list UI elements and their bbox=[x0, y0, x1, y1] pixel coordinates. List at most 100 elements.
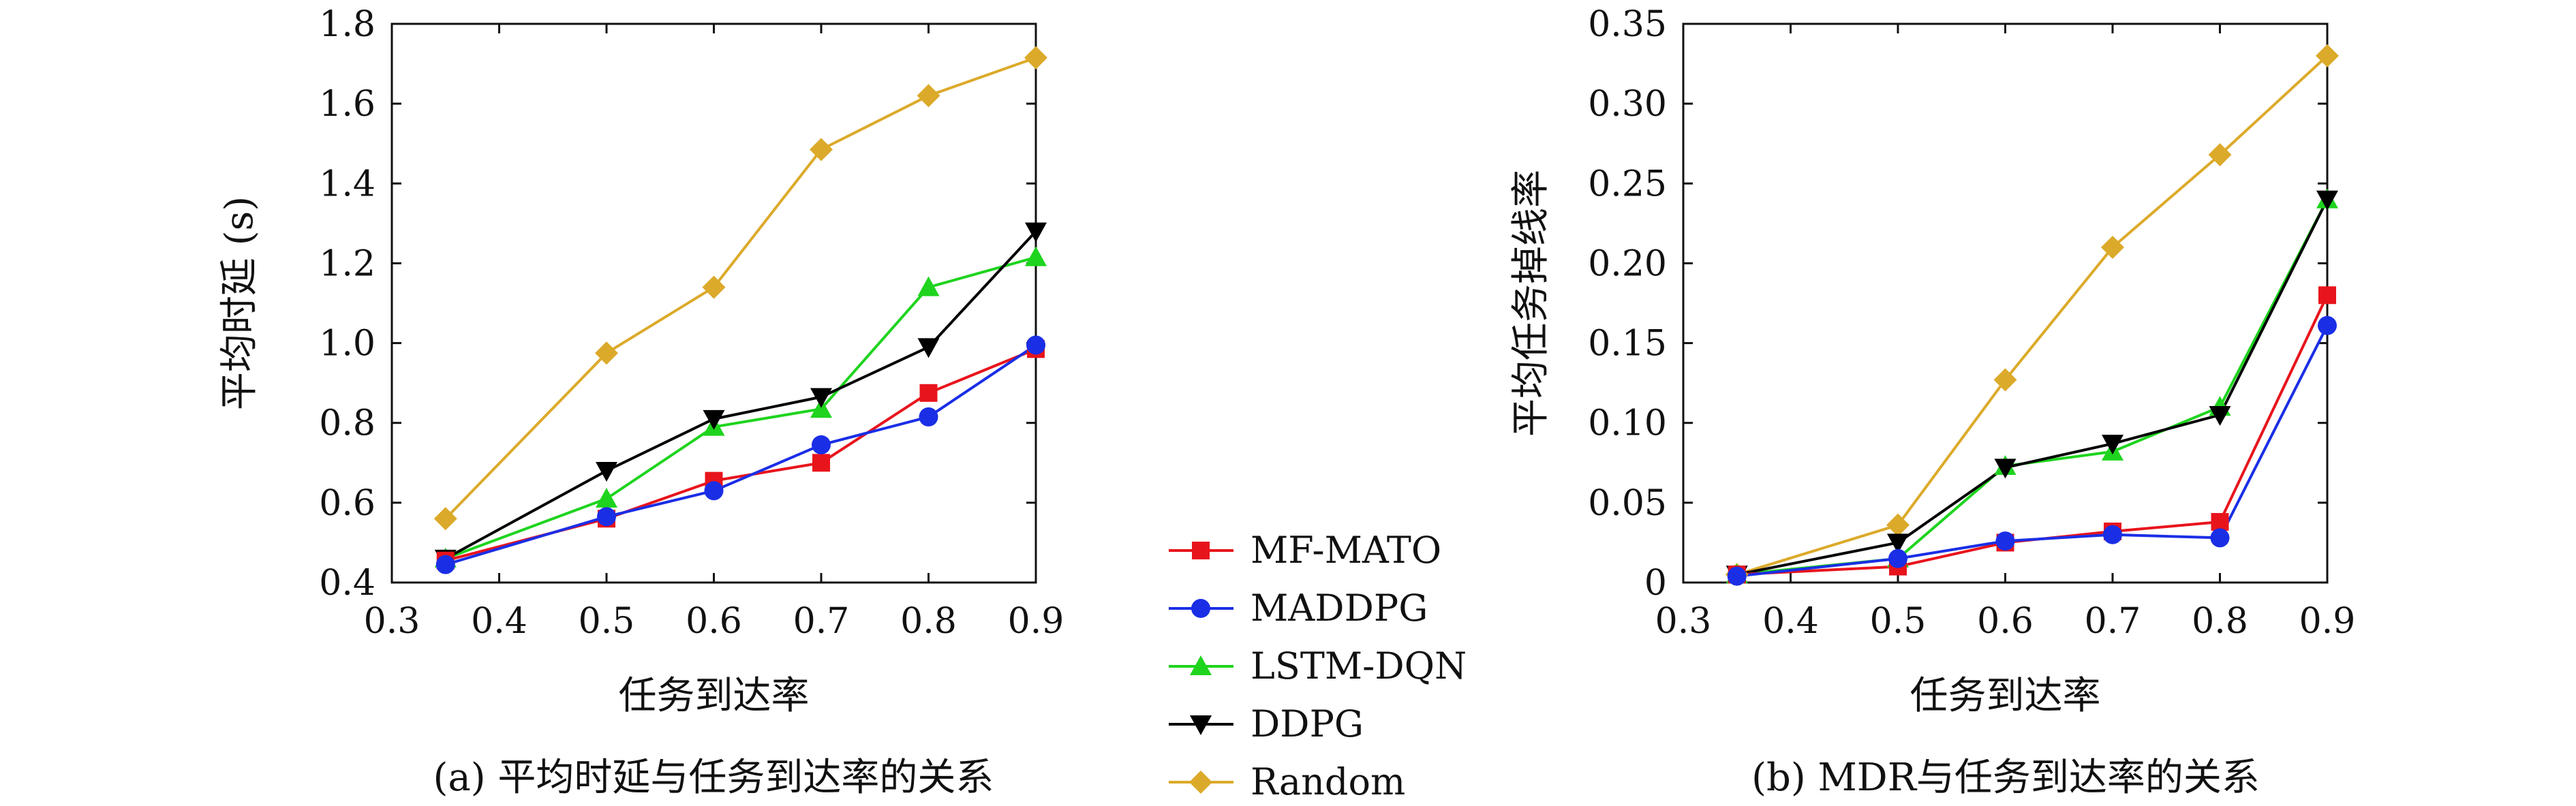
data-point-lstm-dqn bbox=[596, 488, 617, 508]
data-point-maddpg bbox=[1026, 335, 1045, 355]
x-tick-label: 0.4 bbox=[471, 601, 527, 642]
x-tick-label: 0.7 bbox=[793, 601, 850, 642]
x-tick-label: 0.5 bbox=[579, 601, 635, 642]
data-point-maddpg bbox=[435, 555, 455, 574]
data-point-ddpg bbox=[2209, 406, 2231, 426]
y-tick-label: 0.6 bbox=[319, 483, 375, 524]
x-tick-label: 0.6 bbox=[1977, 601, 2034, 642]
data-point-maddpg bbox=[2210, 528, 2230, 548]
x-tick-label: 0.7 bbox=[2085, 601, 2141, 642]
data-point-random bbox=[917, 84, 940, 108]
data-point-ddpg bbox=[1887, 533, 1909, 554]
data-point-random bbox=[433, 507, 457, 531]
data-point-random bbox=[595, 341, 618, 365]
data-point-lstm-dqn bbox=[1025, 246, 1047, 266]
data-point-ddpg bbox=[2316, 190, 2338, 211]
data-point-maddpg bbox=[704, 481, 724, 501]
panel-caption: (a) 平均时延与任务到达率的关系 bbox=[433, 756, 994, 800]
y-tick-label: 0.4 bbox=[319, 563, 375, 604]
series-line-random bbox=[444, 56, 1037, 520]
legend-label-maddpg: MADDPG bbox=[1251, 587, 1428, 630]
data-point-mf-mato bbox=[812, 454, 830, 472]
y-tick-label: 0.05 bbox=[1588, 483, 1667, 524]
series-line-lstm-dqn bbox=[445, 255, 1037, 560]
legend-marker-maddpg bbox=[1191, 599, 1210, 618]
legend-label-mf-mato: MF-MATO bbox=[1251, 529, 1441, 572]
data-point-maddpg bbox=[812, 435, 831, 454]
data-point-random bbox=[702, 275, 726, 299]
y-tick-label: 1.6 bbox=[319, 84, 375, 125]
data-point-maddpg bbox=[2318, 315, 2337, 335]
data-point-ddpg bbox=[917, 338, 940, 358]
series-line-mf-mato bbox=[1736, 294, 2329, 576]
data-point-lstm-dqn bbox=[917, 276, 940, 296]
data-point-mf-mato bbox=[2318, 286, 2336, 305]
data-point-maddpg bbox=[1888, 548, 1907, 568]
legend-marker-mf-mato bbox=[1192, 542, 1210, 559]
panel-b-mdr: 0.3 0.4 0.5 0.6 0.7 0.8 0.9 0 0.05 0.10 0.15 0.20 0.… bbox=[1509, 4, 2355, 800]
x-tick-label: 0.4 bbox=[1762, 601, 1819, 642]
data-point-random bbox=[1024, 46, 1047, 69]
y-tick-label: 0 bbox=[1644, 563, 1667, 604]
series-line-mf-mato bbox=[445, 347, 1037, 562]
y-axis-label: 平均任务掉线率 bbox=[1509, 170, 1553, 437]
data-point-random bbox=[2101, 236, 2124, 259]
y-tick-label: 1.2 bbox=[319, 243, 375, 284]
series-line-ddpg bbox=[1736, 198, 2329, 576]
legend-marker-random bbox=[1189, 771, 1212, 794]
x-tick-label: 0.5 bbox=[1870, 601, 1927, 642]
series-line-ddpg bbox=[444, 230, 1037, 560]
legend: MF-MATO MADDPG LSTM-DQN DDPG Random bbox=[1169, 529, 1467, 803]
x-tick-label: 0.9 bbox=[1008, 601, 1064, 642]
legend-label-lstm-dqn: LSTM-DQN bbox=[1251, 645, 1467, 687]
data-point-ddpg bbox=[2102, 435, 2123, 455]
data-point-ddpg bbox=[703, 409, 725, 430]
data-point-mf-mato bbox=[2211, 512, 2229, 531]
y-tick-label: 1.4 bbox=[319, 164, 375, 204]
panel-a-mean-delay: 0.3 0.4 0.5 0.6 0.7 0.8 0.90.40.60.81.01.21.41… bbox=[217, 4, 1064, 800]
y-tick-label: 0.25 bbox=[1588, 164, 1667, 204]
panel-caption: (b) MDR与任务到达率的关系 bbox=[1751, 756, 2260, 800]
y-tick-label: 0.30 bbox=[1588, 84, 1667, 125]
y-tick-label: 0.15 bbox=[1588, 324, 1667, 365]
data-point-lstm-dqn bbox=[810, 398, 832, 418]
data-point-random bbox=[1993, 368, 2017, 392]
series-line-maddpg bbox=[1736, 324, 2329, 578]
data-point-ddpg bbox=[596, 462, 617, 482]
x-tick-label: 0.8 bbox=[2192, 601, 2248, 642]
x-tick-label: 0.3 bbox=[364, 601, 420, 642]
data-point-ddpg bbox=[1994, 459, 2017, 479]
y-tick-label: 1.0 bbox=[319, 324, 375, 365]
data-point-maddpg bbox=[597, 507, 616, 527]
legend-marker-lstm-dqn bbox=[1190, 655, 1212, 675]
y-axis-label: 平均时延 (s) bbox=[217, 196, 262, 410]
x-tick-label: 0.6 bbox=[686, 601, 742, 642]
x-tick-label: 0.8 bbox=[900, 601, 957, 642]
legend-label-random: Random bbox=[1251, 760, 1405, 803]
data-point-maddpg bbox=[2103, 525, 2122, 544]
y-tick-label: 0.10 bbox=[1588, 403, 1667, 444]
series-line-maddpg bbox=[445, 343, 1037, 566]
data-point-random bbox=[2208, 143, 2232, 167]
data-point-mf-mato bbox=[919, 384, 938, 402]
data-point-maddpg bbox=[1727, 566, 1747, 586]
series-line-lstm-dqn bbox=[1736, 198, 2329, 576]
data-point-maddpg bbox=[919, 407, 938, 427]
data-point-ddpg bbox=[1025, 222, 1047, 243]
x-tick-label: 0.3 bbox=[1655, 601, 1712, 642]
series-line-random bbox=[1736, 55, 2329, 576]
legend-label-ddpg: DDPG bbox=[1251, 702, 1364, 745]
y-tick-label: 0.35 bbox=[1588, 4, 1667, 45]
x-tick-label: 0.9 bbox=[2299, 601, 2356, 642]
y-tick-label: 1.8 bbox=[319, 4, 375, 45]
legend-marker-ddpg bbox=[1190, 715, 1212, 735]
data-point-random bbox=[1886, 513, 1910, 537]
x-axis-label: 任务到达率 bbox=[1910, 674, 2101, 718]
y-tick-label: 0.8 bbox=[319, 403, 375, 444]
x-axis-label: 任务到达率 bbox=[619, 674, 810, 718]
data-point-random bbox=[810, 138, 833, 161]
data-point-random bbox=[2316, 44, 2339, 67]
data-point-ddpg bbox=[810, 388, 832, 408]
y-tick-label: 0.20 bbox=[1588, 243, 1667, 284]
